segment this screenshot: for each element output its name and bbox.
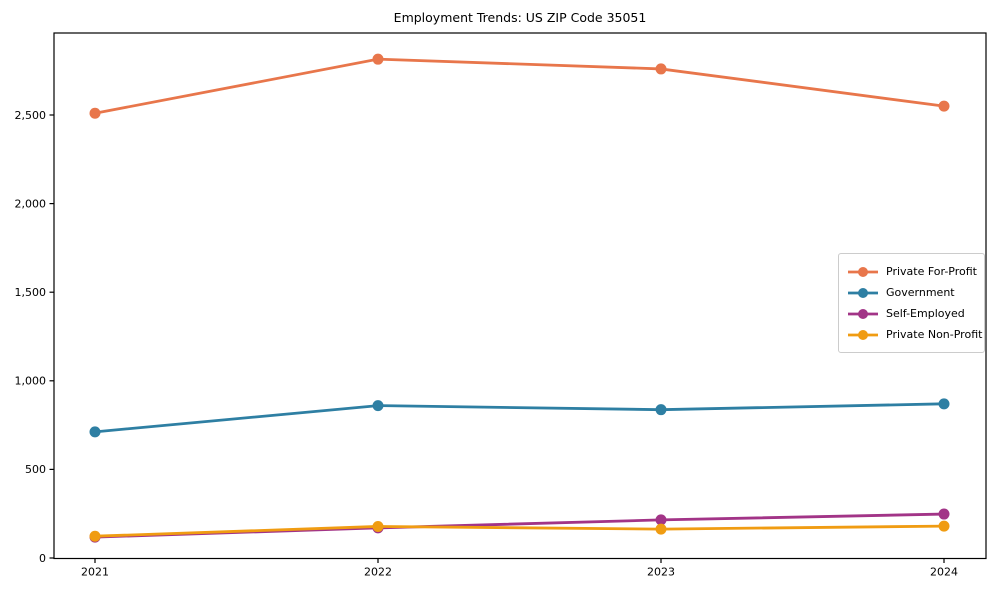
data-point <box>938 508 950 520</box>
legend-label: Private For-Profit <box>886 265 977 278</box>
legend-line-marker-icon <box>848 287 878 298</box>
y-tick-label: 500 <box>25 463 46 476</box>
legend-line-marker-icon <box>848 266 878 277</box>
data-point <box>89 426 101 438</box>
data-point <box>372 520 384 532</box>
chart-title: Employment Trends: US ZIP Code 35051 <box>393 10 647 25</box>
legend-item-self-employed[interactable]: Self-Employed <box>848 303 975 324</box>
x-tick-label: 2021 <box>81 566 109 579</box>
data-point <box>372 53 384 65</box>
x-axis: 2021 2022 2023 2024 <box>81 558 958 579</box>
data-point <box>89 107 101 119</box>
series-line <box>93 402 946 434</box>
data-point <box>655 404 667 416</box>
series-government <box>89 398 950 438</box>
y-tick-label: 2,500 <box>15 109 47 122</box>
legend[interactable]: Private For-Profit Government Self-Employe… <box>838 253 985 353</box>
data-point <box>655 514 667 526</box>
data-point <box>89 530 101 542</box>
legend-line-marker-icon <box>848 308 878 319</box>
data-point <box>938 520 950 532</box>
data-point <box>938 100 950 112</box>
legend-item-private-non-profit[interactable]: Private Non-Profit <box>848 324 982 345</box>
y-tick-label: 2,000 <box>15 197 47 210</box>
x-tick-label: 2023 <box>647 566 675 579</box>
series-private-non-profit <box>89 520 950 542</box>
series-self-employed <box>89 508 950 543</box>
legend-label: Self-Employed <box>886 307 965 320</box>
legend-item-private-for-profit[interactable]: Private For-Profit <box>848 261 977 282</box>
legend-label: Private Non-Profit <box>886 328 983 341</box>
y-axis: 0 500 1,000 1,500 2,000 2,500 <box>15 109 54 565</box>
y-tick-label: 1,000 <box>15 375 47 388</box>
data-point <box>938 398 950 410</box>
y-tick-label: 0 <box>39 552 46 565</box>
data-point <box>655 523 667 535</box>
series-line <box>93 57 946 115</box>
legend-line-marker-icon <box>848 329 878 340</box>
plot-frame <box>53 32 987 560</box>
series-line <box>93 524 946 538</box>
x-tick-label: 2024 <box>930 566 958 579</box>
data-point <box>372 400 384 412</box>
y-tick-label: 1,500 <box>15 286 47 299</box>
legend-label: Government <box>886 286 955 299</box>
data-point <box>655 63 667 75</box>
legend-item-government[interactable]: Government <box>848 282 975 303</box>
x-tick-label: 2022 <box>364 566 392 579</box>
series-line <box>93 512 946 539</box>
series-private-for-profit <box>89 53 950 119</box>
